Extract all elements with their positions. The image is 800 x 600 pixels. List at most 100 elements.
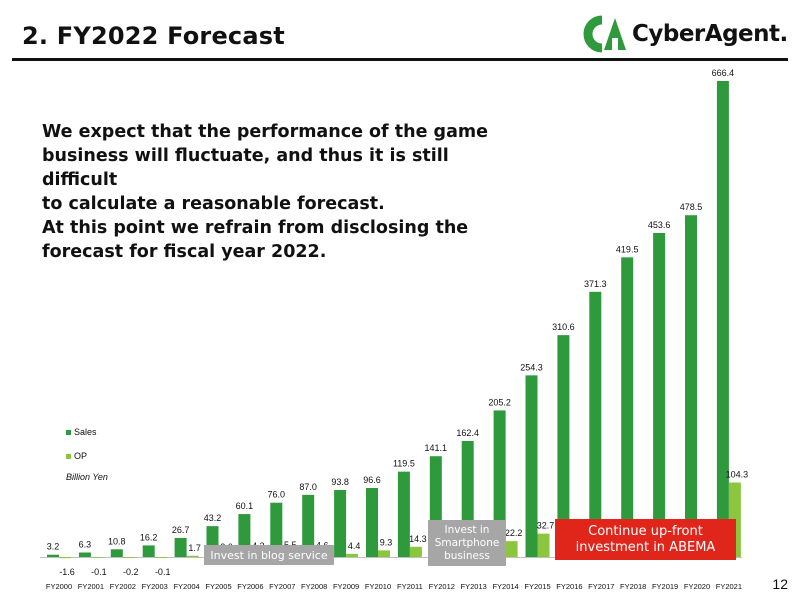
bar-sales: [302, 494, 315, 557]
legend-label-sales: Sales: [74, 427, 97, 437]
data-label-op: -0.1: [155, 567, 171, 577]
callout-smartphone-business: Invest in Smartphone business: [428, 520, 506, 566]
bar-sales: [366, 488, 378, 557]
unit-label: Billion Yen: [66, 472, 108, 482]
data-label-sales: 419.5: [616, 244, 639, 254]
data-label-sales: 76.0: [268, 490, 286, 500]
bar-sales: [270, 502, 283, 557]
x-tick-label: FY2017: [588, 582, 614, 591]
data-label-sales: 371.3: [584, 279, 607, 289]
x-tick-label: FY2020: [684, 582, 710, 591]
bar-sales: [557, 335, 570, 557]
data-label-sales: 254.3: [520, 362, 543, 372]
message-line: We expect that the performance of the ga…: [42, 122, 488, 142]
data-label-op: 4.4: [348, 541, 361, 551]
data-label-sales: 205.2: [488, 397, 511, 407]
bar-sales: [685, 215, 697, 557]
legend-label-op: OP: [74, 451, 88, 461]
bar-sales: [716, 81, 729, 557]
data-label-sales: 478.5: [680, 202, 703, 212]
data-label-op: 14.3: [409, 534, 427, 544]
data-label-sales: 16.2: [140, 532, 158, 542]
x-tick-label: FY2008: [301, 582, 327, 591]
legend-swatch-op: [66, 453, 71, 459]
cyberagent-logo-mark-icon: [583, 15, 626, 53]
message-line: At this point we refrain from disclosing…: [42, 218, 469, 238]
page-number: 12: [772, 576, 788, 592]
bar-sales: [334, 490, 347, 557]
bar-op: [154, 557, 167, 558]
data-label-sales: 453.6: [648, 220, 671, 230]
x-tick-label: FY2019: [652, 582, 678, 591]
bar-op: [537, 533, 550, 557]
cyberagent-logo: CyberAgent.: [576, 14, 792, 54]
message-line: forecast for fiscal year 2022.: [42, 242, 327, 262]
x-tick-label: FY2009: [333, 582, 359, 591]
x-tick-label: FY2013: [461, 582, 487, 591]
data-label-sales: 96.6: [363, 475, 381, 485]
bar-op: [378, 550, 390, 557]
data-label-sales: 666.4: [712, 68, 735, 78]
x-tick-label: FY2006: [237, 582, 263, 591]
x-tick-label: FY2004: [173, 582, 199, 591]
data-label-sales: 3.2: [47, 542, 60, 552]
x-tick-label: FY2011: [397, 582, 423, 591]
title-divider: [12, 58, 788, 61]
bar-op: [90, 557, 103, 558]
legend-item-op: OP: [66, 450, 97, 462]
data-label-op: -0.1: [91, 567, 107, 577]
data-label-sales: 93.8: [331, 477, 349, 487]
bar-sales: [525, 375, 538, 557]
data-label-sales: 26.7: [172, 525, 190, 535]
x-tick-label: FY2021: [716, 582, 742, 591]
x-tick-label: FY2007: [269, 582, 295, 591]
bar-op: [505, 541, 518, 557]
slide-title: 2. FY2022 Forecast: [22, 22, 285, 50]
bar-sales: [589, 291, 602, 557]
bar-sales: [47, 554, 59, 557]
x-tick-label: FY2014: [492, 582, 518, 591]
bar-sales: [653, 233, 666, 557]
bar-op: [59, 557, 71, 559]
data-label-sales: 87.0: [299, 482, 317, 492]
data-label-op: 1.7: [188, 543, 201, 553]
bar-sales: [78, 552, 91, 557]
chart-legend: Sales OP: [66, 426, 97, 462]
x-tick-label: FY2000: [46, 582, 72, 591]
bar-op: [346, 553, 359, 557]
x-tick-label: FY2005: [205, 582, 231, 591]
legend-swatch-sales: [66, 429, 71, 435]
bar-op: [409, 546, 422, 557]
logo-wordmark: CyberAgent.: [632, 21, 788, 47]
bar-op: [186, 555, 199, 557]
data-label-sales: 162.4: [456, 428, 479, 438]
data-label-sales: 310.6: [552, 322, 575, 332]
bar-sales: [397, 471, 410, 557]
bar-sales: [621, 257, 634, 557]
bar-op: [122, 557, 135, 558]
x-tick-label: FY2002: [110, 582, 136, 591]
data-label-op: 22.2: [505, 528, 523, 538]
data-label-op: -1.6: [59, 567, 75, 577]
bar-sales: [142, 545, 155, 557]
data-label-sales: 10.8: [108, 536, 126, 546]
x-tick-label: FY2003: [142, 582, 168, 591]
x-tick-label: FY2016: [556, 582, 582, 591]
forecast-message: We expect that the performance of the ga…: [42, 120, 522, 264]
x-tick-label: FY2001: [78, 582, 104, 591]
x-tick-label: FY2010: [365, 582, 391, 591]
callout-blog-service: Invest in blog service: [204, 545, 334, 565]
data-label-op: 32.7: [537, 521, 555, 531]
message-line: business will fluctuate, and thus it is …: [42, 146, 449, 190]
x-tick-label: FY2015: [524, 582, 550, 591]
bar-sales: [174, 537, 187, 557]
x-tick-label: FY2012: [429, 582, 455, 591]
data-label-op: -0.2: [123, 567, 139, 577]
x-tick-label: FY2018: [620, 582, 646, 591]
legend-item-sales: Sales: [66, 426, 97, 438]
data-label-sales: 6.3: [79, 540, 92, 550]
data-label-sales: 43.2: [204, 513, 222, 523]
message-line: to calculate a reasonable forecast.: [42, 194, 385, 214]
data-label-op: 104.3: [726, 470, 749, 480]
